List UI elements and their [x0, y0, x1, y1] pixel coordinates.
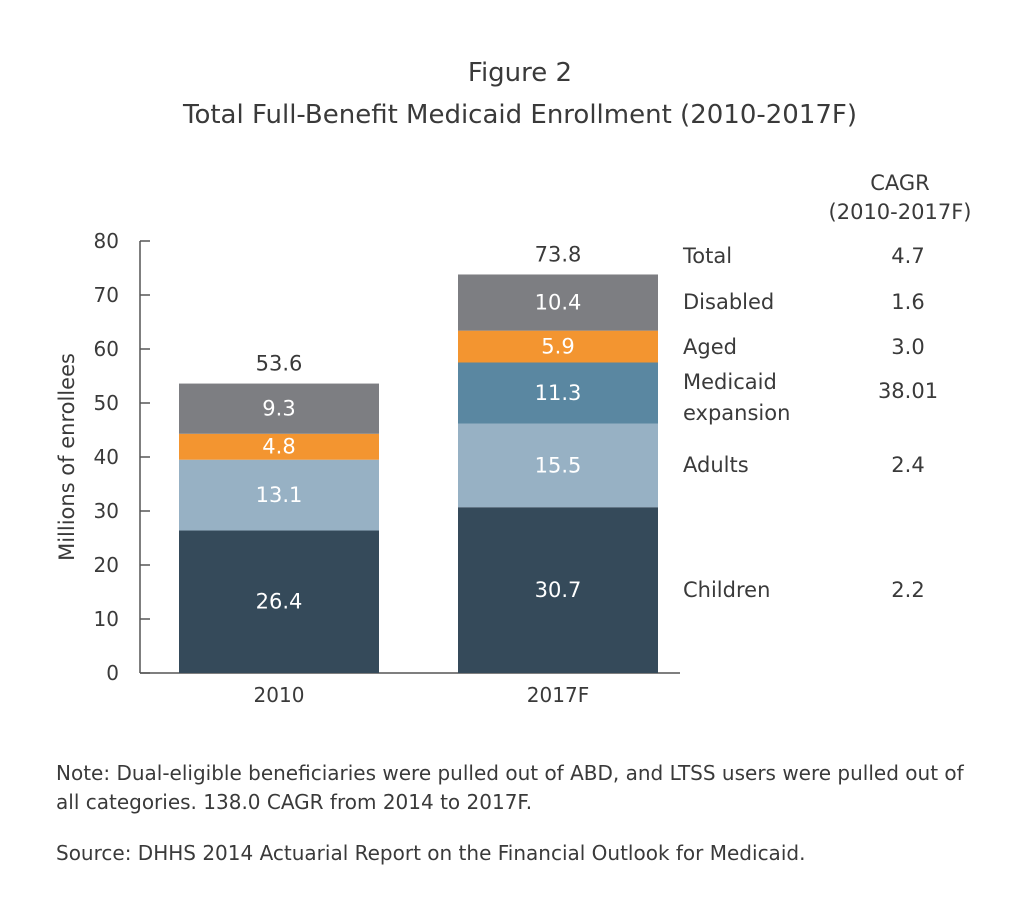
bar-segment	[458, 362, 658, 424]
cagr-row-value: 4.7	[891, 244, 924, 268]
y-tick-label: 10	[94, 607, 119, 631]
bars: 26.4 13.1 4.8 9.3 53.6 2010 30.7 15.5 11.3 5.9 10.…	[179, 242, 658, 707]
cagr-row-label: Disabled	[683, 290, 774, 314]
bar-segment	[458, 274, 658, 331]
bar-segment	[458, 330, 658, 363]
chart-note: Note: Dual-eligible beneficiaries were p…	[56, 761, 964, 814]
y-tick-label: 50	[94, 391, 119, 415]
chart-title: Total Full-Benefit Medicaid Enrollment (…	[182, 100, 858, 130]
cagr-row-value: 2.2	[891, 578, 924, 602]
cagr-table: CAGR (2010-2017F) Total 4.7 Disabled 1.6 Aged 3…	[682, 171, 971, 602]
cagr-row-value: 1.6	[891, 290, 924, 314]
data-label: 5.9	[541, 335, 574, 359]
x-tick-label: 2017F	[527, 683, 589, 707]
y-tick-label: 80	[94, 229, 119, 253]
cagr-row-label: expansion	[683, 401, 790, 425]
cagr-row-value: 38.01	[878, 379, 938, 403]
data-label: 10.4	[535, 291, 582, 315]
y-axis-title: Millions of enrollees	[55, 353, 79, 561]
data-label: 13.1	[256, 483, 303, 507]
cagr-row-label: Medicaid	[683, 370, 777, 394]
data-label: 11.3	[535, 381, 582, 405]
cagr-header: CAGR	[870, 171, 930, 195]
y-tick-label: 0	[106, 661, 119, 685]
cagr-row-value: 2.4	[891, 453, 924, 477]
data-label: 30.7	[535, 578, 582, 602]
y-tick-label: 30	[94, 499, 119, 523]
cagr-row-label: Children	[683, 578, 770, 602]
y-tick-label: 70	[94, 283, 119, 307]
data-label: 26.4	[256, 590, 303, 614]
bar-segment	[179, 433, 379, 460]
total-label: 73.8	[535, 242, 582, 266]
cagr-row-label: Aged	[683, 335, 737, 359]
axes: 0 10 20 30 40 50 60 70 80 Millions of enrollees	[55, 229, 680, 685]
data-label: 9.3	[262, 397, 295, 421]
cagr-row-label: Adults	[683, 453, 749, 477]
bar-segment	[179, 383, 379, 434]
figure-label: Figure 2	[467, 58, 573, 88]
y-tick-label: 20	[94, 553, 119, 577]
chart-source: Source: DHHS 2014 Actuarial Report on th…	[56, 841, 806, 865]
total-label: 53.6	[256, 352, 303, 376]
bar-segment	[179, 530, 379, 673]
cagr-header-period: (2010-2017F)	[829, 200, 972, 224]
data-label: 15.5	[535, 453, 582, 477]
bar-segment	[458, 507, 658, 673]
y-tick-label: 60	[94, 337, 119, 361]
bar-segment	[179, 459, 379, 531]
data-label: 4.8	[262, 435, 295, 459]
bar-segment	[458, 423, 658, 508]
cagr-row-value: 3.0	[891, 335, 924, 359]
x-tick-label: 2010	[254, 683, 305, 707]
cagr-row-label: Total	[682, 244, 732, 268]
y-tick-label: 40	[94, 445, 119, 469]
